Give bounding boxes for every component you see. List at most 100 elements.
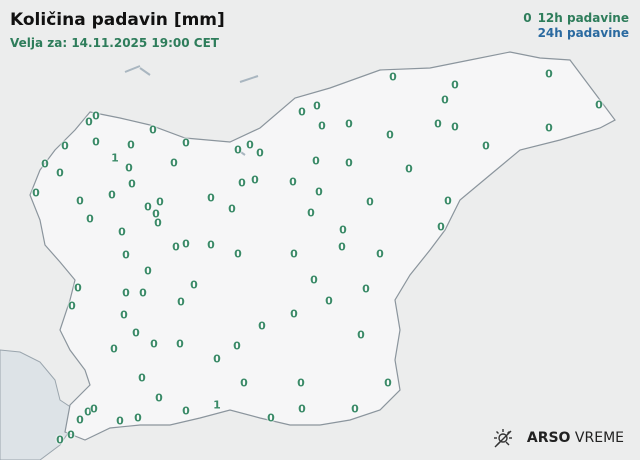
- station-value[interactable]: 0: [362, 282, 370, 296]
- station-value[interactable]: 0: [134, 411, 142, 425]
- station-value[interactable]: 0: [345, 156, 353, 170]
- station-value[interactable]: 0: [172, 240, 180, 254]
- station-value[interactable]: 1: [111, 151, 119, 165]
- station-value[interactable]: 0: [116, 414, 124, 428]
- station-value[interactable]: 0: [139, 286, 147, 300]
- station-value[interactable]: 0: [90, 402, 98, 416]
- station-value[interactable]: 0: [213, 352, 221, 366]
- station-value[interactable]: 0: [182, 237, 190, 251]
- station-value[interactable]: 0: [482, 139, 490, 153]
- station-value[interactable]: 0: [307, 206, 315, 220]
- station-value[interactable]: 0: [74, 281, 82, 295]
- station-value[interactable]: 0: [351, 402, 359, 416]
- station-value[interactable]: 1: [213, 398, 221, 412]
- station-value[interactable]: 0: [310, 273, 318, 287]
- station-value[interactable]: 0: [298, 105, 306, 119]
- station-value[interactable]: 0: [150, 337, 158, 351]
- station-value[interactable]: 0: [233, 339, 241, 353]
- station-value[interactable]: 0: [154, 216, 162, 230]
- station-value[interactable]: 0: [138, 371, 146, 385]
- station-value[interactable]: 0: [84, 405, 92, 419]
- station-value[interactable]: 0: [251, 173, 259, 187]
- station-value[interactable]: 0: [156, 195, 164, 209]
- station-value[interactable]: 0: [595, 98, 603, 112]
- station-value[interactable]: 0: [207, 191, 215, 205]
- station-value[interactable]: 0: [376, 247, 384, 261]
- station-value[interactable]: 0: [152, 207, 160, 221]
- station-value[interactable]: 0: [144, 200, 152, 214]
- station-value[interactable]: 0: [190, 278, 198, 292]
- station-value[interactable]: 0: [228, 202, 236, 216]
- station-value[interactable]: 0: [434, 117, 442, 131]
- station-value[interactable]: 0: [85, 115, 93, 129]
- station-value[interactable]: 0: [315, 185, 323, 199]
- station-value[interactable]: 0: [56, 433, 64, 447]
- station-value[interactable]: 0: [384, 376, 392, 390]
- station-value[interactable]: 0: [149, 123, 157, 137]
- station-value[interactable]: 0: [318, 119, 326, 133]
- station-value[interactable]: 0: [128, 177, 136, 191]
- station-value[interactable]: 0: [256, 146, 264, 160]
- station-value[interactable]: 0: [61, 139, 69, 153]
- station-value[interactable]: 0: [258, 319, 266, 333]
- station-value[interactable]: 0: [451, 120, 459, 134]
- station-value[interactable]: 0: [144, 264, 152, 278]
- station-value[interactable]: 0: [76, 194, 84, 208]
- station-value[interactable]: 0: [86, 212, 94, 226]
- station-value[interactable]: 0: [441, 93, 449, 107]
- station-value[interactable]: 0: [68, 299, 76, 313]
- station-value[interactable]: 0: [92, 135, 100, 149]
- station-value[interactable]: 0: [339, 223, 347, 237]
- station-value[interactable]: 0: [297, 376, 305, 390]
- station-value[interactable]: 0: [67, 428, 75, 442]
- legend-24h[interactable]: 24h padavine: [537, 26, 629, 40]
- station-value[interactable]: 0: [389, 70, 397, 84]
- station-value[interactable]: 0: [405, 162, 413, 176]
- station-value[interactable]: 0: [127, 138, 135, 152]
- station-value[interactable]: 0: [545, 67, 553, 81]
- station-value[interactable]: 0: [386, 128, 394, 142]
- station-value[interactable]: 0: [125, 161, 133, 175]
- station-value[interactable]: 0: [132, 326, 140, 340]
- station-value[interactable]: 0: [234, 143, 242, 157]
- station-value[interactable]: 0: [267, 411, 275, 425]
- station-value[interactable]: 0: [290, 307, 298, 321]
- station-value[interactable]: 0: [246, 138, 254, 152]
- station-value[interactable]: 0: [290, 247, 298, 261]
- station-value[interactable]: 0: [177, 295, 185, 309]
- station-value[interactable]: 0: [289, 175, 297, 189]
- station-value[interactable]: 0: [92, 109, 100, 123]
- station-value[interactable]: 0: [108, 188, 116, 202]
- station-value[interactable]: 0: [312, 154, 320, 168]
- station-value[interactable]: 0: [155, 391, 163, 405]
- station-value[interactable]: 0: [56, 166, 64, 180]
- station-value[interactable]: 0: [240, 376, 248, 390]
- station-value[interactable]: 0: [345, 117, 353, 131]
- station-value[interactable]: 0: [545, 121, 553, 135]
- station-value[interactable]: 0: [207, 238, 215, 252]
- station-value[interactable]: 0: [234, 247, 242, 261]
- station-value[interactable]: 0: [451, 78, 459, 92]
- slovenia-area: [29, 51, 616, 441]
- station-value[interactable]: 0: [118, 225, 126, 239]
- station-value[interactable]: 0: [176, 337, 184, 351]
- station-value[interactable]: 0: [357, 328, 365, 342]
- station-value[interactable]: 0: [338, 240, 346, 254]
- station-value[interactable]: 0: [41, 157, 49, 171]
- station-value[interactable]: 0: [182, 404, 190, 418]
- station-value[interactable]: 0: [325, 294, 333, 308]
- station-value[interactable]: 0: [366, 195, 374, 209]
- station-value[interactable]: 0: [122, 248, 130, 262]
- station-value[interactable]: 0: [120, 308, 128, 322]
- station-value[interactable]: 0: [238, 176, 246, 190]
- station-value[interactable]: 0: [76, 413, 84, 427]
- station-value[interactable]: 0: [32, 186, 40, 200]
- station-value[interactable]: 0: [170, 156, 178, 170]
- station-value[interactable]: 0: [182, 136, 190, 150]
- station-value[interactable]: 0: [110, 342, 118, 356]
- station-value[interactable]: 0: [444, 194, 452, 208]
- station-value[interactable]: 0: [437, 220, 445, 234]
- station-value[interactable]: 0: [122, 286, 130, 300]
- station-value[interactable]: 0: [298, 402, 306, 416]
- station-value[interactable]: 0: [313, 99, 321, 113]
